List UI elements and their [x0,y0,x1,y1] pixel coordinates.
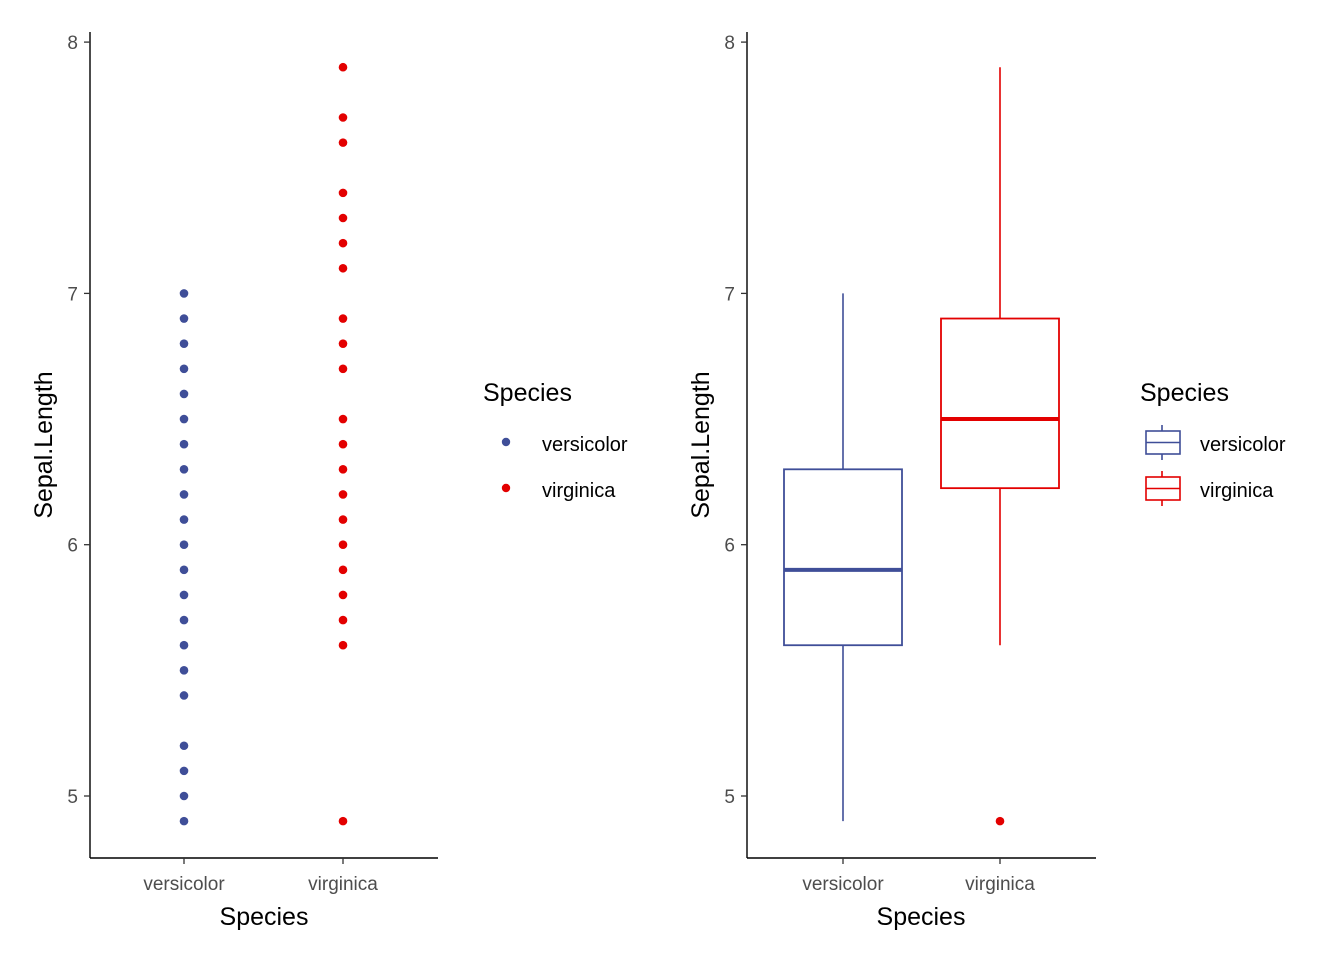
point-versicolor [179,389,189,399]
point-versicolor [179,640,189,650]
y-tick-label: 7 [67,284,78,305]
point-virginica [338,615,348,625]
point-virginica [338,238,348,248]
legend-title: Species [1140,379,1229,407]
point-virginica [338,565,348,575]
x-tick-label: versicolor [143,874,225,895]
point-virginica [338,439,348,449]
point-virginica [338,213,348,223]
x-axis-title: Species [220,903,309,931]
x-tick-label: virginica [308,874,378,895]
x-tick-label: versicolor [802,874,884,895]
point-virginica [338,414,348,424]
point-virginica [338,138,348,147]
point-versicolor [179,339,189,348]
legend-label-virginica: virginica [542,480,616,502]
y-tick-label: 8 [67,33,78,54]
point-virginica [338,540,348,549]
point-versicolor [179,565,189,575]
point-versicolor [179,414,189,424]
legend-title: Species [483,379,572,407]
point-virginica [338,263,348,273]
point-virginica [338,113,348,122]
y-tick-label: 5 [724,787,735,808]
point-versicolor [179,314,189,323]
point-virginica [338,515,348,524]
y-tick-label: 6 [724,536,735,557]
legend-label-versicolor: versicolor [542,434,628,456]
point-versicolor [179,791,189,801]
legend-key-versicolor [501,437,511,447]
iqr-box [783,468,903,647]
x-axis-title: Species [877,903,966,931]
point-versicolor [179,364,189,374]
point-versicolor [179,515,189,524]
x-tick-label: virginica [965,874,1035,895]
point-virginica [338,62,348,72]
point-versicolor [179,691,189,700]
y-axis-title: Sepal.Length [30,371,58,518]
point-virginica [338,590,348,600]
legend-label-virginica: virginica [1200,480,1274,502]
boxplot-panel: 5 6 7 8 versicolor virginica Species Sepal.L… [687,32,1286,931]
point-versicolor [179,766,189,776]
y-tick-label: 8 [724,33,735,54]
x-ticks: versicolor virginica [802,858,1035,895]
point-versicolor [179,540,189,549]
iqr-box [940,317,1060,490]
point-virginica [338,339,348,348]
point-versicolor [179,289,189,298]
legend-key-versicolor [1145,425,1181,460]
point-virginica [338,465,348,474]
point-versicolor [179,816,189,826]
point-versicolor [179,490,189,499]
point-versicolor [179,615,189,625]
point-virginica [338,816,348,826]
point-versicolor [179,666,189,675]
scatter-points [179,62,348,826]
scatter-panel: 5 6 7 8 versicolor virginica Species Sepal.L… [30,32,628,931]
point-virginica [338,364,348,374]
boxplot-boxes [783,67,1060,826]
legend: Species versicolor virginica [483,379,628,502]
point-versicolor [179,590,189,600]
x-ticks: versicolor virginica [143,858,378,895]
legend-key-virginica [501,483,511,493]
box-virginica [940,67,1060,826]
y-ticks: 5 6 7 8 [67,33,90,808]
point-versicolor [179,741,189,751]
point-virginica [338,490,348,499]
legend-key-virginica [1145,471,1181,506]
box-versicolor [783,293,903,822]
y-tick-label: 6 [67,536,78,557]
y-tick-label: 7 [724,284,735,305]
point-virginica [338,640,348,650]
point-virginica [338,188,348,198]
point-versicolor [179,439,189,449]
point-versicolor [179,465,189,474]
y-tick-label: 5 [67,787,78,808]
outlier-point [995,816,1005,826]
y-ticks: 5 6 7 8 [724,33,747,808]
y-axis-title: Sepal.Length [687,371,715,518]
legend-label-versicolor: versicolor [1200,434,1286,456]
legend: Species versicolor virginica [1140,379,1286,506]
point-virginica [338,314,348,323]
